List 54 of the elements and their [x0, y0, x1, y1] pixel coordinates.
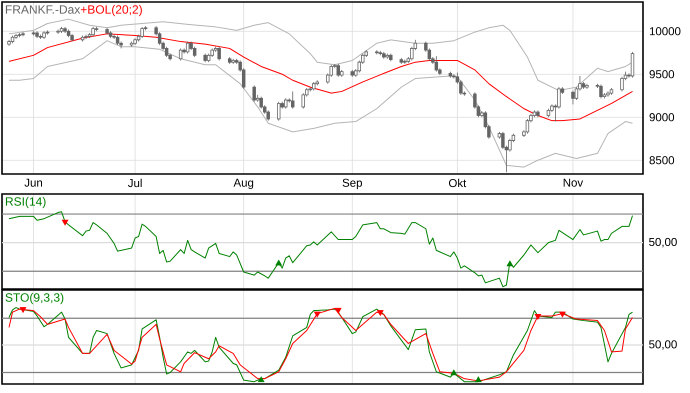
x-tick-label: Aug: [234, 178, 254, 189]
candlestick: [571, 90, 575, 105]
candlestick: [112, 34, 116, 40]
point: [559, 312, 566, 318]
candlestick: [66, 29, 70, 38]
point: [377, 310, 384, 316]
chart-title: RSI(14): [6, 196, 46, 208]
candlestick: [84, 34, 88, 40]
candlestick: [60, 26, 64, 34]
line-series: [8, 40, 633, 168]
point: [450, 369, 458, 376]
candlestick: [452, 74, 456, 79]
point: [534, 314, 542, 320]
candlestick: [32, 30, 36, 36]
chart-title: STO(9,3,3): [5, 292, 64, 304]
candlestick: [526, 118, 530, 134]
y-tick-label: 9000: [650, 113, 674, 122]
candlestick: [610, 88, 614, 96]
candlestick: [18, 32, 22, 38]
chart-title: FRANKF.-Dax: [6, 5, 80, 14]
candlestick: [178, 48, 182, 61]
candlestick: [119, 41, 123, 49]
point: [258, 376, 264, 382]
point: [475, 376, 482, 382]
candlestick: [158, 32, 162, 46]
x-tick-label: Sep: [342, 178, 362, 190]
candlestick: [91, 26, 95, 37]
line-series: [8, 18, 633, 92]
y-tick-label: 8500: [650, 156, 674, 164]
x-tick-label: Jul: [128, 178, 142, 188]
candlestick: [80, 35, 84, 42]
candlestick: [133, 38, 137, 46]
candlestick: [42, 30, 46, 40]
candlestick: [116, 35, 120, 46]
y-tick-label: 10000: [650, 27, 680, 36]
text: 50,00: [649, 340, 677, 350]
text: 50,00: [649, 238, 677, 248]
candlestick: [164, 46, 168, 58]
candlestick: [21, 32, 25, 37]
candlestick: [38, 34, 42, 40]
candlestick: [599, 84, 603, 99]
x-tick-label: Nov: [564, 178, 584, 187]
y-tick-label: 9500: [650, 70, 674, 78]
x-tick-label: Jun: [24, 178, 42, 187]
point: [20, 307, 26, 313]
candlestick: [585, 83, 589, 90]
candlestick: [63, 26, 67, 34]
x-tick-label: Okt: [448, 178, 466, 188]
series-label: +BOL(20;2): [80, 4, 142, 16]
candlestick: [574, 86, 578, 100]
candlestick: [582, 82, 586, 90]
candlestick: [56, 29, 60, 34]
point: [334, 308, 342, 314]
point: [314, 312, 321, 318]
